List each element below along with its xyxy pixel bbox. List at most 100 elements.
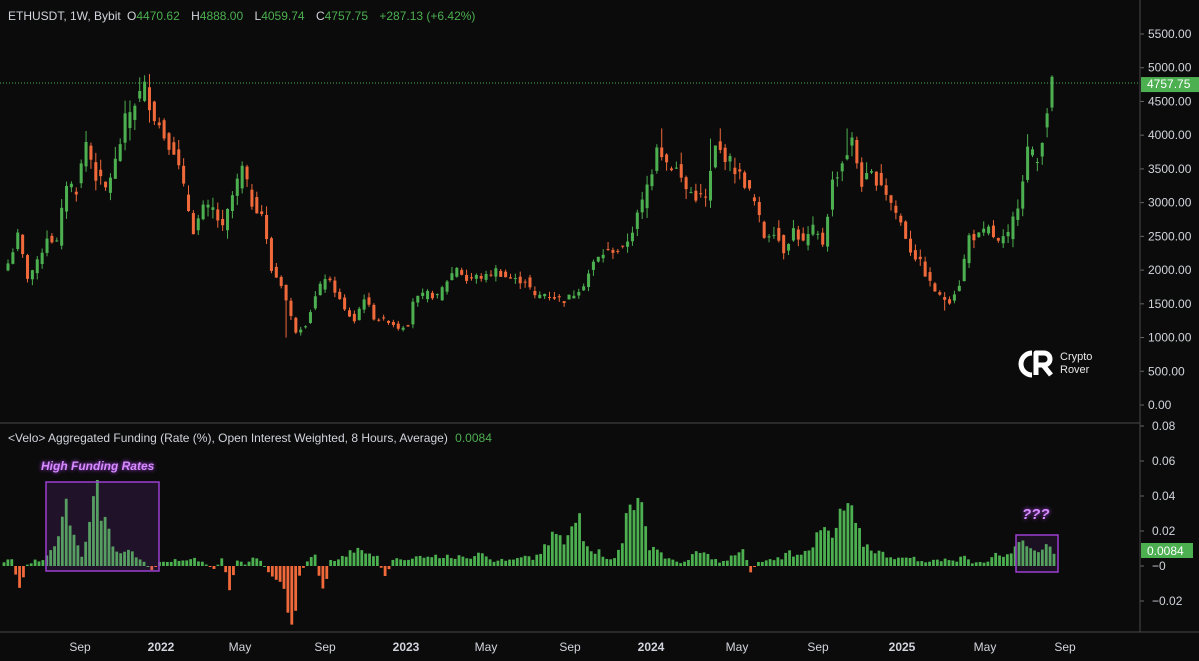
candle-body [304, 326, 308, 328]
candle-body [172, 142, 176, 155]
candle-body [928, 272, 932, 281]
candle-body [738, 169, 742, 172]
funding-bar [889, 557, 893, 566]
funding-bar [333, 560, 336, 566]
funding-bar [780, 559, 784, 566]
time-tick-label: May [974, 640, 997, 654]
candle-body [16, 232, 20, 250]
candle-body [708, 170, 713, 201]
funding-bar [628, 504, 632, 566]
funding-bar [1017, 542, 1021, 566]
funding-bar [150, 566, 154, 570]
funding-bar [438, 558, 441, 566]
funding-bar [1044, 544, 1048, 566]
candle-body [723, 147, 727, 163]
funding-bar [967, 559, 970, 566]
funding-bar [251, 557, 255, 566]
funding-bar [1002, 556, 1005, 566]
candle-body [577, 291, 581, 296]
funding-tick-label: 0.04 [1152, 489, 1176, 503]
price-tick-label: 1500.00 [1148, 297, 1192, 311]
funding-bar [547, 545, 550, 566]
candle-body [962, 258, 966, 282]
candle-body [35, 259, 39, 274]
funding-bar [858, 528, 861, 566]
candle-body [1001, 236, 1005, 244]
funding-bar [908, 558, 912, 566]
candle-body [518, 276, 522, 284]
funding-bar [679, 563, 683, 566]
candle-body [904, 221, 908, 239]
price-tick-label: 500.00 [1148, 364, 1185, 378]
funding-bar [562, 544, 566, 566]
candle-body [206, 204, 210, 208]
funding-bar [550, 531, 554, 566]
funding-bar [974, 562, 978, 566]
candle-body [499, 270, 503, 277]
funding-bar [18, 566, 21, 588]
funding-bar [842, 510, 846, 566]
candle-body [791, 228, 795, 241]
funding-bar [1013, 546, 1017, 566]
candle-body [840, 163, 844, 172]
funding-bar [990, 557, 994, 566]
funding-bar [554, 533, 558, 566]
funding-bar [939, 561, 943, 566]
candle-body [606, 248, 610, 250]
funding-bar [760, 561, 764, 566]
candle-body [289, 300, 293, 317]
funding-bar [982, 562, 986, 566]
candle-body [991, 225, 995, 238]
candle-body [426, 290, 430, 300]
funding-bar [286, 566, 290, 613]
candle-body [1021, 181, 1025, 209]
candle-body [884, 185, 888, 195]
change-value: +287.13 (+6.42%) [379, 9, 476, 23]
candle-body [957, 285, 961, 292]
candle-body [274, 266, 278, 278]
candle-body [952, 294, 956, 301]
funding-bar [687, 560, 690, 566]
funding-bar [321, 566, 325, 589]
candle-body [508, 277, 512, 279]
candle-body [596, 256, 600, 262]
funding-bar [718, 562, 721, 566]
funding-bar [208, 566, 212, 567]
funding-bar [928, 561, 931, 566]
funding-bar [123, 551, 126, 566]
candle-body [923, 261, 927, 277]
funding-bar [477, 552, 480, 566]
funding-bar [33, 559, 37, 566]
candle-body [552, 297, 556, 299]
funding-bar [640, 502, 644, 566]
candle-body [21, 234, 25, 255]
funding-bar [624, 513, 628, 566]
funding-bar [325, 566, 329, 579]
candle-body [255, 197, 259, 214]
candle-body [157, 122, 161, 126]
candle-body [913, 250, 917, 260]
candle-body [211, 207, 215, 210]
candle-body [787, 244, 791, 251]
candle-body [260, 211, 264, 215]
candle-body [826, 216, 830, 247]
funding-bar [566, 535, 570, 566]
candle-body [830, 179, 834, 210]
funding-bar [648, 550, 651, 566]
funding-bar [337, 559, 340, 566]
candle-body [69, 183, 73, 188]
funding-bar [570, 526, 574, 566]
funding-bar [655, 549, 659, 566]
funding-bar [963, 555, 966, 566]
candle-body [201, 204, 205, 220]
funding-bar [317, 566, 321, 576]
candle-body [328, 278, 332, 281]
funding-bar [799, 554, 803, 566]
candle-body [562, 301, 566, 303]
funding-tick-label: −0 [1152, 559, 1166, 573]
candle-body [811, 224, 815, 235]
funding-bar [897, 557, 900, 566]
funding-bar [410, 558, 414, 566]
candle-body [1030, 149, 1034, 156]
candle-body [489, 274, 493, 276]
